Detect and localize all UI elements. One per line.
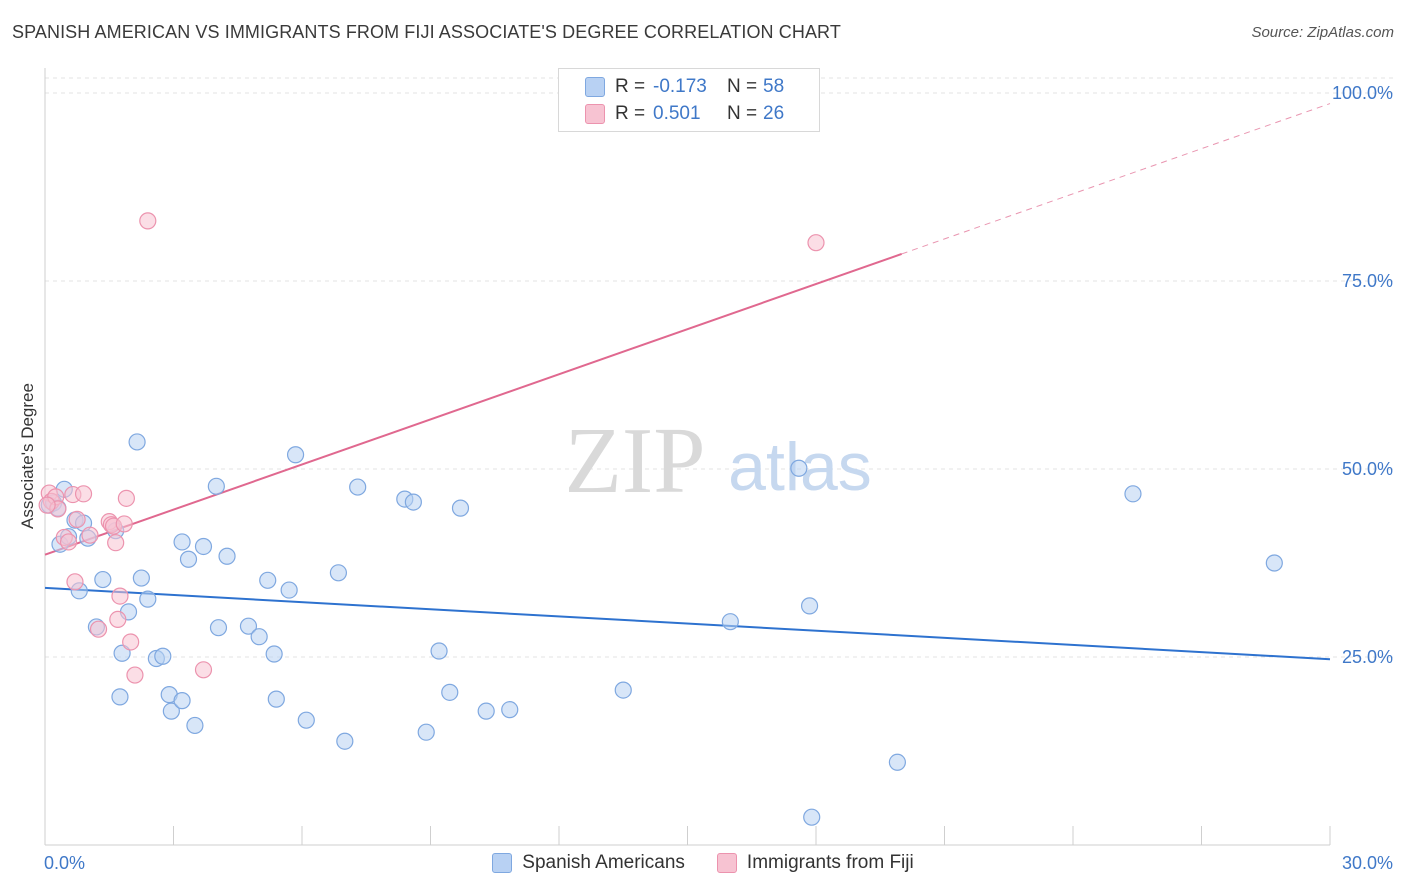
point-spanish-americans [336, 732, 354, 750]
watermark: ZIP atlas [565, 409, 872, 513]
point-spanish-americans [111, 688, 129, 706]
x-tick-label: 0.0% [44, 853, 85, 873]
trend-line-spanish-americans [44, 586, 1331, 661]
blue-swatch [585, 77, 605, 97]
stats-legend: R = -0.173 N = 58 R = 0.501 N = 26 [558, 68, 820, 132]
point-fiji [117, 489, 135, 507]
point-spanish-americans [349, 478, 367, 496]
point-spanish-americans [173, 692, 191, 710]
trend-lines [44, 103, 1331, 661]
y-tick-label: 50.0% [1342, 459, 1393, 479]
stats-row-spanish-americans: R = -0.173 N = 58 [585, 75, 784, 99]
point-spanish-americans [179, 550, 198, 568]
chart-title: SPANISH AMERICAN VS IMMIGRANTS FROM FIJI… [12, 22, 841, 42]
stats-row-fiji: R = 0.501 N = 26 [585, 102, 784, 126]
point-spanish-americans [430, 642, 448, 660]
point-spanish-americans [329, 564, 348, 582]
legend-label: Immigrants from Fiji [746, 852, 914, 873]
axes [44, 68, 1331, 846]
point-spanish-americans [132, 569, 150, 587]
n-label: N = [727, 103, 758, 124]
point-fiji [38, 496, 56, 514]
point-spanish-americans [800, 597, 819, 615]
point-fiji [111, 587, 129, 605]
point-spanish-americans [139, 590, 157, 608]
legend-label: Spanish Americans [522, 852, 685, 873]
point-spanish-americans [803, 808, 821, 826]
r-value: -0.173 [653, 76, 707, 97]
trend-line-fiji [901, 103, 1331, 255]
point-spanish-americans [501, 701, 519, 719]
point-fiji [109, 610, 127, 629]
point-spanish-americans [451, 499, 470, 517]
blue-swatch [492, 853, 513, 873]
r-value: 0.501 [653, 103, 701, 124]
y-tick-label: 100.0% [1332, 83, 1393, 103]
point-spanish-americans [441, 683, 459, 701]
point-spanish-americans [128, 433, 146, 451]
point-spanish-americans [265, 645, 283, 663]
legend-item-fiji[interactable]: Immigrants from Fiji [716, 852, 914, 874]
point-fiji [194, 661, 213, 679]
n-value: 26 [763, 103, 785, 124]
source-label: Source: ZipAtlas.com [1251, 24, 1394, 41]
point-spanish-americans [614, 681, 632, 699]
point-fiji [139, 212, 157, 230]
point-fiji [122, 633, 140, 651]
point-spanish-americans [888, 753, 906, 771]
y-axis-label: Associate's Degree [18, 383, 37, 529]
watermark-zip: ZIP [565, 409, 706, 513]
point-spanish-americans [267, 690, 285, 708]
point-fiji [126, 666, 144, 684]
point-fiji [74, 485, 93, 503]
point-spanish-americans [239, 617, 258, 635]
y-tick-label: 75.0% [1342, 271, 1393, 291]
point-spanish-americans [154, 647, 172, 665]
point-spanish-americans [218, 547, 236, 565]
y-tick-label: 25.0% [1342, 647, 1393, 667]
point-spanish-americans [477, 702, 495, 720]
point-fiji [107, 534, 125, 552]
point-spanish-americans [417, 723, 435, 741]
series-legend: Spanish Americans Immigrants from Fiji [0, 852, 1406, 874]
n-label: N = [727, 76, 758, 97]
point-spanish-americans [1124, 485, 1142, 503]
trend-line-fiji [44, 253, 902, 556]
point-spanish-americans [404, 493, 422, 511]
r-label: R = [615, 103, 646, 124]
n-value: 58 [763, 76, 785, 97]
point-spanish-americans [209, 619, 228, 637]
point-spanish-americans [280, 581, 298, 599]
r-label: R = [615, 76, 646, 97]
point-spanish-americans [259, 571, 277, 589]
point-spanish-americans [790, 459, 808, 477]
point-fiji [807, 234, 825, 252]
axis-labels: 25.0% 50.0% 75.0% 100.0% 0.0% 30.0% Associate'… [18, 83, 1393, 873]
point-spanish-americans [173, 533, 191, 551]
point-fiji [89, 620, 108, 638]
point-fiji [68, 510, 86, 529]
data-points [38, 212, 1283, 826]
point-spanish-americans [162, 702, 180, 720]
point-spanish-americans [94, 570, 112, 589]
point-spanish-americans [1265, 554, 1283, 572]
point-spanish-americans [250, 628, 268, 646]
point-fiji [59, 533, 78, 551]
point-spanish-americans [286, 446, 305, 464]
point-fiji [81, 526, 99, 544]
grid-lines [45, 77, 1395, 658]
legend-item-spanish-americans[interactable]: Spanish Americans [492, 852, 685, 874]
pink-swatch [716, 853, 737, 873]
point-spanish-americans [194, 537, 213, 556]
pink-swatch [585, 104, 605, 124]
point-spanish-americans [721, 613, 739, 631]
point-spanish-americans [207, 477, 225, 495]
x-tick-label: 30.0% [1342, 853, 1393, 873]
point-spanish-americans [297, 711, 315, 729]
point-spanish-americans [186, 716, 204, 735]
point-fiji [66, 573, 84, 591]
point-fiji [115, 515, 133, 533]
